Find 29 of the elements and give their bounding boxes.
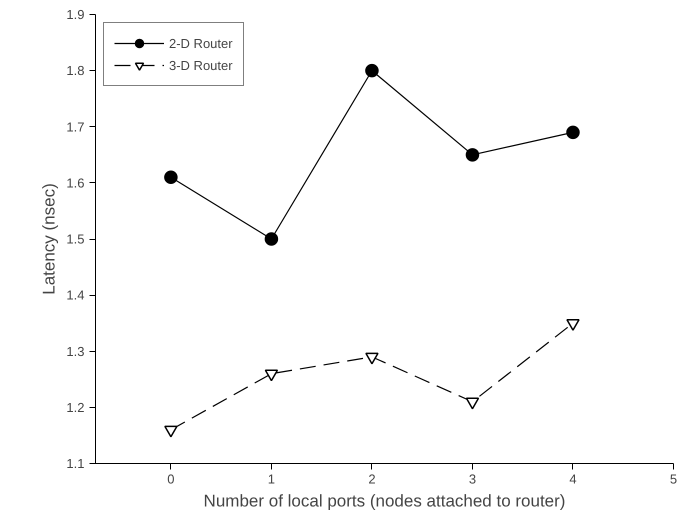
point [365, 352, 379, 365]
legend-label: 2-D Router [169, 36, 233, 50]
y-tick-label: 1.2 [66, 400, 85, 415]
legend-label: 3-D Router [169, 58, 233, 72]
y-tick-label: 1.5 [66, 232, 85, 246]
point [264, 369, 278, 382]
x-tick-label: 2 [368, 472, 376, 486]
point [566, 126, 580, 140]
point [466, 398, 480, 410]
x-axis-title: Number of local ports (nodes attached to router) [204, 492, 566, 510]
y-tick-label: 1.1 [66, 456, 85, 471]
y-tick-label: 1.9 [66, 7, 85, 22]
point [164, 426, 178, 438]
x-tick-label: 3 [468, 472, 476, 486]
x-tick-label: 4 [569, 472, 577, 486]
x-tick-label: 5 [670, 472, 678, 486]
point [164, 170, 178, 184]
x-tick-label: 0 [167, 472, 175, 486]
y-tick-label: 1.6 [66, 175, 85, 190]
y-tick-label: 1.8 [66, 63, 85, 78]
point [466, 148, 480, 162]
y-tick-label: 1.3 [66, 344, 85, 359]
y-axis-title: Latency (nsec) [39, 183, 58, 295]
point [365, 64, 379, 78]
x-tick-label: 1 [268, 472, 276, 486]
y-tick-label: 1.7 [66, 119, 85, 134]
point [264, 232, 278, 246]
point [566, 318, 580, 331]
y-tick-label: 1.4 [66, 288, 85, 303]
